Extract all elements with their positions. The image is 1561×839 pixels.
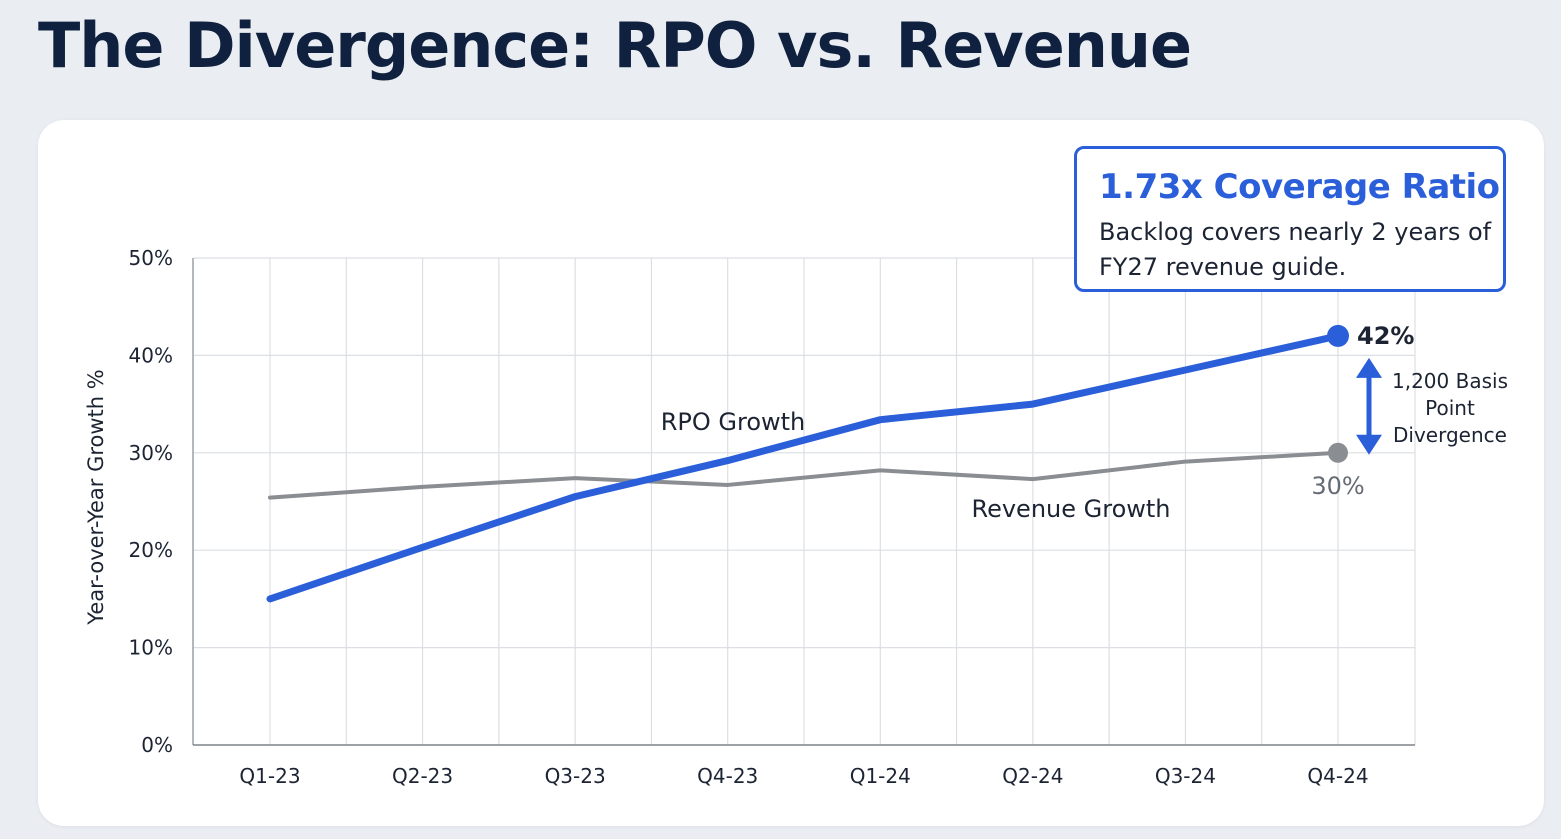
- revenue-growth-line: [268, 450, 1340, 500]
- y-axis-title: Year-over-Year Growth %: [84, 369, 108, 625]
- x-tick-label: Q4-24: [1307, 764, 1368, 788]
- revenue-end-marker: [1328, 442, 1348, 463]
- y-tick-label: 20%: [129, 538, 173, 562]
- axes: [192, 258, 1415, 746]
- callout-body: Backlog covers nearly 2 years of FY27 re…: [1099, 218, 1492, 281]
- y-tick-label: 40%: [129, 343, 173, 367]
- x-tick-label: Q4-23: [697, 764, 758, 788]
- y-tick-label: 50%: [129, 246, 173, 270]
- x-tick-label: Q2-24: [1002, 764, 1063, 788]
- revenue-end-label: 30%: [1311, 472, 1364, 500]
- callout-title: 1.73x Coverage Ratio: [1099, 167, 1500, 207]
- x-tick-label: Q2-23: [392, 764, 453, 788]
- x-tick-label: Q1-24: [850, 764, 911, 788]
- coverage-ratio-callout: 1.73x Coverage Ratio Backlog covers near…: [1074, 146, 1506, 292]
- series-labels: RPO Growth Revenue Growth 42% 30%: [661, 322, 1415, 523]
- y-tick-label: 0%: [141, 733, 173, 757]
- grid: [193, 257, 1416, 745]
- rpo-end-label: 42%: [1357, 322, 1414, 350]
- y-tick-label: 10%: [129, 636, 173, 660]
- revenue-series-label: Revenue Growth: [971, 495, 1170, 523]
- divergence-arrow-head-down: [1356, 434, 1382, 455]
- x-tick-label: Q1-23: [239, 764, 300, 788]
- page-title: The Divergence: RPO vs. Revenue: [38, 9, 1192, 82]
- y-tick-label: 30%: [129, 441, 173, 465]
- rpo-end-marker: [1327, 324, 1349, 347]
- tick-labels: 0% 10% 20% 30% 40% 50% Q1-23 Q2-23 Q3-23 Q4-23 Q1-…: [129, 246, 1369, 788]
- divergence-label-line: 1,200 Basis: [1392, 369, 1508, 393]
- rpo-growth-line: [266, 332, 1342, 603]
- divergence-annotation: 1,200 Basis Point Divergence: [1356, 357, 1508, 455]
- x-tick-label: Q3-23: [545, 764, 606, 788]
- rpo-series-label: RPO Growth: [661, 408, 806, 436]
- divergence-label-line: Divergence: [1393, 423, 1507, 447]
- divergence-label-line: Point: [1425, 396, 1475, 420]
- x-tick-label: Q3-24: [1155, 764, 1216, 788]
- series: [266, 324, 1349, 603]
- divergence-arrow-head-up: [1356, 357, 1382, 378]
